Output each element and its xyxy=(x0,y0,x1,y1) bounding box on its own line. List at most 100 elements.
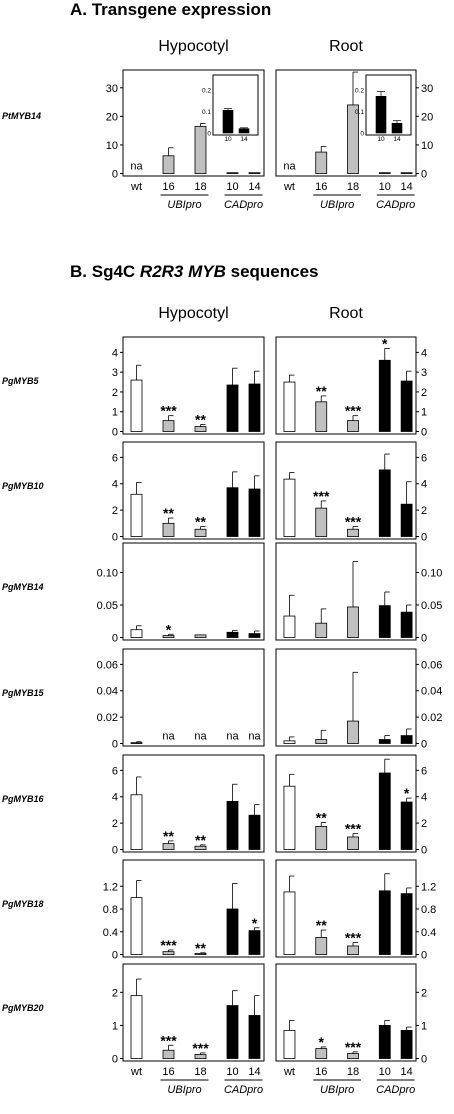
b-pgmyb18-hypocotyl-sig-2: ** xyxy=(195,940,206,956)
b-pgmyb10-hypocotyl-bar-0 xyxy=(130,493,143,537)
a-root-inset-ytick-label-2: 0.2 xyxy=(355,87,364,94)
section-b-panel-title-1: Root xyxy=(329,305,363,322)
b-pgmyb10-hypocotyl-ytick-label-3: 6 xyxy=(112,452,118,464)
section-b-title-post: sequences xyxy=(225,262,319,281)
a-root-inset-xtick-label-1: 14 xyxy=(393,136,401,143)
b-pgmyb20-root-xtick-label-0: wt xyxy=(283,1066,295,1078)
b-pgmyb20-root-bar-0 xyxy=(283,1029,296,1059)
b-pgmyb20-hypocotyl-ytick-label-2: 2 xyxy=(112,987,118,999)
b-pgmyb5-root-bar-2 xyxy=(347,420,359,432)
b-pgmyb14-hypocotyl-bar-2 xyxy=(194,634,207,638)
b-pgmyb20-hypocotyl-ytick-label-1: 1 xyxy=(112,1020,118,1032)
b-pgmyb16-root-bar-0 xyxy=(283,785,296,850)
b-pgmyb10-hypocotyl-ytick-label-1: 2 xyxy=(112,505,118,517)
a-hypocotyl-xtick-label-1: 16 xyxy=(162,181,174,193)
b-gene-label-6: PgMYB20 xyxy=(2,1003,44,1013)
section-a-title-text: Transgene expression xyxy=(91,0,272,19)
b-pgmyb20-hypocotyl-bar-1 xyxy=(162,1049,175,1059)
section-b-title-italic: R2R3 MYB xyxy=(139,262,226,281)
b-pgmyb15-hypocotyl-ytick-label-3: 0.06 xyxy=(97,659,118,671)
b-pgmyb18-hypocotyl-sig-4: * xyxy=(252,915,258,931)
b-pgmyb16-root-sig-1: ** xyxy=(316,809,327,825)
b-pgmyb16-root-sig-2: *** xyxy=(345,821,362,837)
b-pgmyb16-hypocotyl-frame xyxy=(122,754,265,853)
b-pgmyb18-root-ytick-label-3: 1.2 xyxy=(421,881,436,893)
b-pgmyb10-hypocotyl-bar-4 xyxy=(248,488,261,537)
b-pgmyb10-root-bar-1 xyxy=(315,507,328,537)
b-pgmyb16-hypocotyl-sig-2: ** xyxy=(195,832,206,848)
b-pgmyb20-root-ytick-label-2: 2 xyxy=(421,987,427,999)
section-a-gene-label: PtMYB14 xyxy=(2,111,41,121)
b-pgmyb18-root-sig-1: ** xyxy=(316,917,327,933)
b-pgmyb16-hypocotyl-sig-1: ** xyxy=(163,828,174,844)
b-pgmyb14-root-bar-3 xyxy=(378,605,391,638)
b-pgmyb18-hypocotyl-ytick-label-3: 1.2 xyxy=(103,881,118,893)
b-pgmyb18-root-bar-0 xyxy=(283,891,296,955)
b-pgmyb16-root-sig-4: * xyxy=(404,785,410,801)
a-root-bar-4 xyxy=(400,172,413,174)
b-pgmyb20-hypocotyl-frame xyxy=(122,963,265,1062)
a-hypocotyl-ytick-label-2: 20 xyxy=(106,111,118,123)
b-pgmyb15-hypocotyl-na-3: na xyxy=(226,731,239,743)
section-b-title-pre: Sg4C xyxy=(91,262,140,281)
a-root-xtick-label-2: 18 xyxy=(347,181,359,193)
b-pgmyb15-hypocotyl-ytick-label-1: 0.02 xyxy=(97,712,118,724)
b-pgmyb5-root-ytick-label-3: 3 xyxy=(421,367,427,379)
b-pgmyb10-root-sig-2: *** xyxy=(345,514,362,530)
b-pgmyb5-hypocotyl-sig-1: *** xyxy=(160,403,177,419)
b-pgmyb16-root-ytick-label-3: 6 xyxy=(421,765,427,777)
a-root-bar-1 xyxy=(315,151,328,174)
b-pgmyb5-hypocotyl-bar-3 xyxy=(226,384,239,432)
b-pgmyb16-hypocotyl-ytick-label-2: 4 xyxy=(112,792,118,804)
a-root-inset-ytick-label-0: 0 xyxy=(360,131,364,138)
b-pgmyb20-root-xtick-label-4: 14 xyxy=(400,1066,412,1078)
section-b-panel-title-0: Hypocotyl xyxy=(158,305,228,322)
b-pgmyb18-root-ytick-label-1: 0.4 xyxy=(421,927,436,939)
a-hypocotyl-inset-bar-1 xyxy=(238,128,250,134)
b-pgmyb16-root-ytick-label-1: 2 xyxy=(421,818,427,830)
a-hypocotyl-na-0: na xyxy=(130,161,143,173)
b-pgmyb16-hypocotyl-ytick-label-1: 2 xyxy=(112,818,118,830)
b-pgmyb16-hypocotyl-bar-3 xyxy=(226,800,239,850)
b-pgmyb5-hypocotyl-ytick-label-2: 2 xyxy=(112,387,118,399)
b-pgmyb10-root-bar-0 xyxy=(283,478,296,537)
b-pgmyb10-root-ytick-label-0: 0 xyxy=(421,532,427,544)
a-hypocotyl-ytick-label-3: 30 xyxy=(106,83,118,95)
b-pgmyb10-hypocotyl-ytick-label-0: 0 xyxy=(112,532,118,544)
b-pgmyb15-hypocotyl-bar-0 xyxy=(130,742,143,744)
b-pgmyb14-hypocotyl-bar-0 xyxy=(130,629,143,638)
b-pgmyb16-root-bar-4 xyxy=(400,801,413,850)
b-pgmyb20-hypocotyl-group-label-1: CADpro xyxy=(224,1084,263,1096)
b-pgmyb20-root-sig-1: * xyxy=(319,1034,325,1050)
b-pgmyb18-root-sig-2: *** xyxy=(345,930,362,946)
b-pgmyb20-hypocotyl-xtick-label-3: 10 xyxy=(226,1066,238,1078)
a-hypocotyl-bar-4 xyxy=(248,172,261,174)
b-pgmyb20-root-group-label-1: CADpro xyxy=(376,1084,415,1096)
b-pgmyb5-hypocotyl-sig-2: ** xyxy=(195,412,206,428)
b-pgmyb16-root-ytick-label-2: 4 xyxy=(421,792,427,804)
b-pgmyb10-root-bar-3 xyxy=(378,469,391,537)
b-pgmyb10-root-ytick-label-2: 4 xyxy=(421,479,427,491)
a-root-xtick-label-4: 14 xyxy=(400,181,412,193)
b-pgmyb5-root-sig-3: * xyxy=(382,335,388,351)
b-pgmyb15-root-ytick-label-0: 0 xyxy=(421,739,427,751)
b-pgmyb15-root-bar-4 xyxy=(400,735,413,744)
b-pgmyb5-root-bar-3 xyxy=(378,359,391,432)
b-pgmyb5-hypocotyl-ytick-label-4: 4 xyxy=(112,347,118,359)
section-a-panel-title-0: Hypocotyl xyxy=(158,38,228,55)
b-pgmyb20-root-ytick-label-0: 0 xyxy=(421,1054,427,1066)
b-pgmyb18-hypocotyl-ytick-label-2: 0.8 xyxy=(103,904,118,916)
a-hypocotyl-xtick-label-3: 10 xyxy=(226,181,238,193)
a-root-ytick-label-2: 20 xyxy=(421,111,433,123)
a-hypocotyl-bar-2 xyxy=(194,125,207,174)
b-pgmyb15-root-bar-1 xyxy=(315,739,328,744)
b-pgmyb15-root-ytick-label-3: 0.06 xyxy=(421,659,442,671)
b-pgmyb10-hypocotyl-bar-2 xyxy=(194,528,207,537)
b-pgmyb5-root-sig-1: ** xyxy=(316,383,327,399)
b-pgmyb18-root-bar-1 xyxy=(315,937,328,955)
b-pgmyb16-root-bar-2 xyxy=(347,836,359,850)
a-hypocotyl-xtick-label-2: 18 xyxy=(194,181,206,193)
a-root-inset-bar-1 xyxy=(391,122,403,134)
a-root-group-label-0: UBIpro xyxy=(320,199,354,211)
b-pgmyb16-root-ytick-label-0: 0 xyxy=(421,845,427,857)
